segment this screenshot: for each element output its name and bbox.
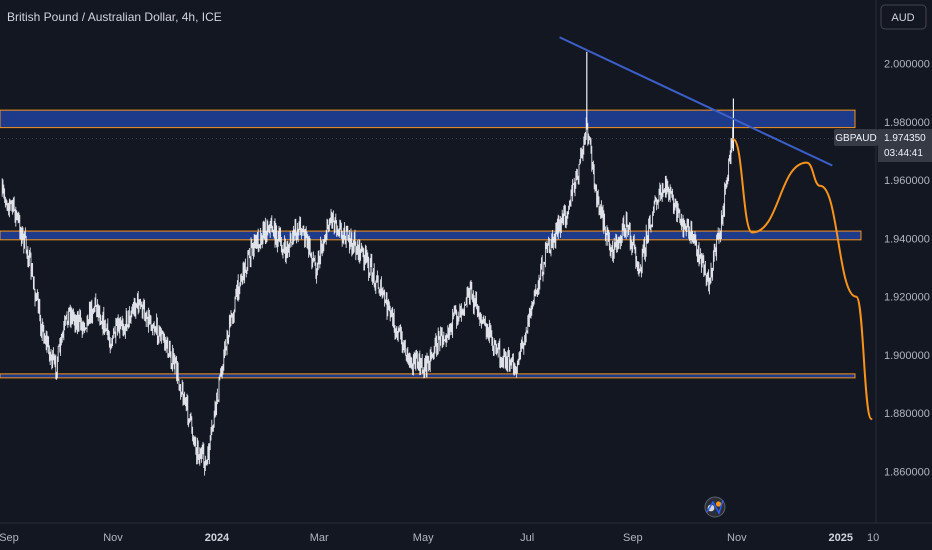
price-candles	[1, 117, 734, 476]
trendline[interactable]	[559, 36, 833, 167]
y-tick-label: 2.000000	[884, 59, 930, 71]
zone-2[interactable]	[0, 230, 862, 241]
time-axis[interactable]: Sep Nov 2024 Mar May Jul Sep Nov 2025 10	[0, 532, 879, 544]
zone-layer	[0, 109, 862, 379]
logo-stroke	[706, 499, 724, 515]
symbol-label: GBPAUD	[835, 133, 877, 144]
projection-path[interactable]	[732, 138, 873, 421]
price-label-bg	[878, 129, 932, 162]
countdown-label: 03:44:41	[884, 148, 923, 159]
x-tick-label: 10	[867, 532, 879, 544]
y-tick-label: 1.920000	[884, 292, 930, 304]
y-tick-label: 1.960000	[884, 175, 930, 187]
x-tick-label: Nov	[103, 532, 123, 544]
currency-button[interactable]: AUD	[880, 4, 927, 30]
symbol-label-bg	[834, 129, 878, 146]
logo-accent	[715, 501, 722, 507]
x-tick-label: Sep	[623, 532, 643, 544]
x-tick-label: May	[413, 532, 434, 544]
x-tick-label: 2025	[829, 532, 853, 544]
chart-title[interactable]: British Pound / Australian Dollar, 4h, I…	[7, 10, 222, 24]
x-tick-label: Jul	[520, 532, 534, 544]
x-tick-label: 2024	[205, 532, 230, 544]
plot-area[interactable]	[0, 36, 876, 476]
price-series	[1, 51, 734, 476]
price-tag: GBPAUD 1.974350 03:44:41	[834, 129, 932, 162]
x-tick-label: Sep	[0, 532, 19, 544]
y-tick-label: 1.860000	[884, 467, 930, 479]
zone-1[interactable]	[0, 109, 856, 129]
price-axis[interactable]: 2.000000 1.980000 1.960000 1.940000 1.920000…	[884, 59, 930, 479]
zone-3[interactable]	[0, 373, 856, 379]
drawing-layer[interactable]	[0, 36, 876, 421]
price-label: 1.974350	[884, 133, 926, 144]
currency-button-label[interactable]: AUD	[891, 12, 914, 24]
y-tick-label: 1.940000	[884, 233, 930, 245]
logo-dot	[707, 504, 715, 512]
y-tick-label: 1.980000	[884, 117, 930, 129]
x-tick-label: Mar	[310, 532, 329, 544]
y-tick-label: 1.880000	[884, 408, 930, 420]
x-tick-label: Nov	[727, 532, 747, 544]
y-tick-label: 1.900000	[884, 350, 930, 362]
tradingview-logo-icon[interactable]	[704, 496, 726, 518]
currency-button-frame[interactable]	[880, 4, 927, 30]
